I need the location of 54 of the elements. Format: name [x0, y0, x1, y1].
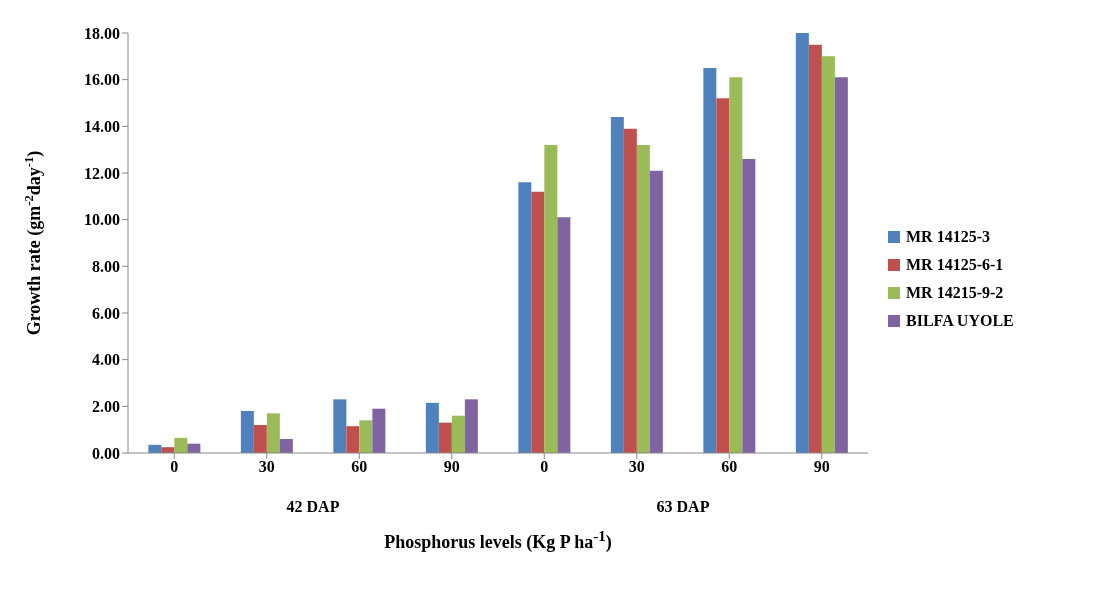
bar: [464, 399, 478, 453]
bar: [834, 77, 848, 453]
text: 63 DAP: [655, 498, 711, 516]
x-tick-label: 0: [540, 458, 549, 476]
bar: [821, 56, 835, 453]
bar: [636, 145, 650, 453]
bar: [808, 44, 822, 453]
y-tick-label: 16.00: [84, 71, 120, 89]
bar: [649, 170, 663, 453]
bar: [703, 68, 717, 453]
y-tick-label: 18.00: [84, 24, 120, 42]
legend-label: MR 14125-3: [906, 228, 990, 246]
bar: [253, 425, 267, 453]
bar: [438, 422, 452, 453]
y-tick-label: 2.00: [92, 398, 120, 416]
x-tick-label: 90: [813, 458, 830, 476]
y-tick-label: 10.00: [84, 211, 120, 229]
text: 42 DAP: [285, 498, 341, 516]
bar: [795, 33, 809, 453]
bar: [451, 415, 465, 453]
bar: [346, 426, 360, 453]
legend-label: BILFA UYOLE: [906, 312, 1014, 330]
bar: [623, 128, 637, 453]
bar: [742, 159, 756, 453]
bar: [240, 411, 254, 453]
bar: [174, 437, 188, 453]
legend-label: MR 14125-6-1: [906, 256, 1004, 274]
bar: [716, 98, 730, 453]
bar: [729, 77, 743, 453]
y-tick-label: 14.00: [84, 118, 120, 136]
y-tick-label: 12.00: [84, 164, 120, 182]
legend-label: MR 14215-9-2: [906, 284, 1004, 302]
y-tick-label: 8.00: [92, 258, 120, 276]
x-tick-label: 0: [170, 458, 179, 476]
bar: [333, 399, 347, 453]
bar: [279, 439, 293, 453]
bar: [610, 117, 624, 453]
bar: [557, 217, 571, 453]
x-tick-label: 30: [258, 458, 275, 476]
y-tick-label: 4.00: [92, 351, 120, 369]
bar: [372, 408, 386, 453]
bar: [266, 413, 280, 453]
x-tick-label: 30: [628, 458, 645, 476]
bar: [359, 420, 373, 453]
bar: [518, 182, 532, 453]
y-tick-label: 0.00: [92, 444, 120, 462]
bar: [531, 191, 545, 453]
bar: [425, 402, 439, 453]
x-tick-label: 90: [443, 458, 460, 476]
bar: [544, 145, 558, 453]
x-tick-label: 60: [721, 458, 738, 476]
y-tick-label: 6.00: [92, 304, 120, 322]
x-axis-title: Phosphorus levels (Kg P ha$^{-1}$): [383, 528, 613, 553]
x-tick-label: 60: [351, 458, 368, 476]
